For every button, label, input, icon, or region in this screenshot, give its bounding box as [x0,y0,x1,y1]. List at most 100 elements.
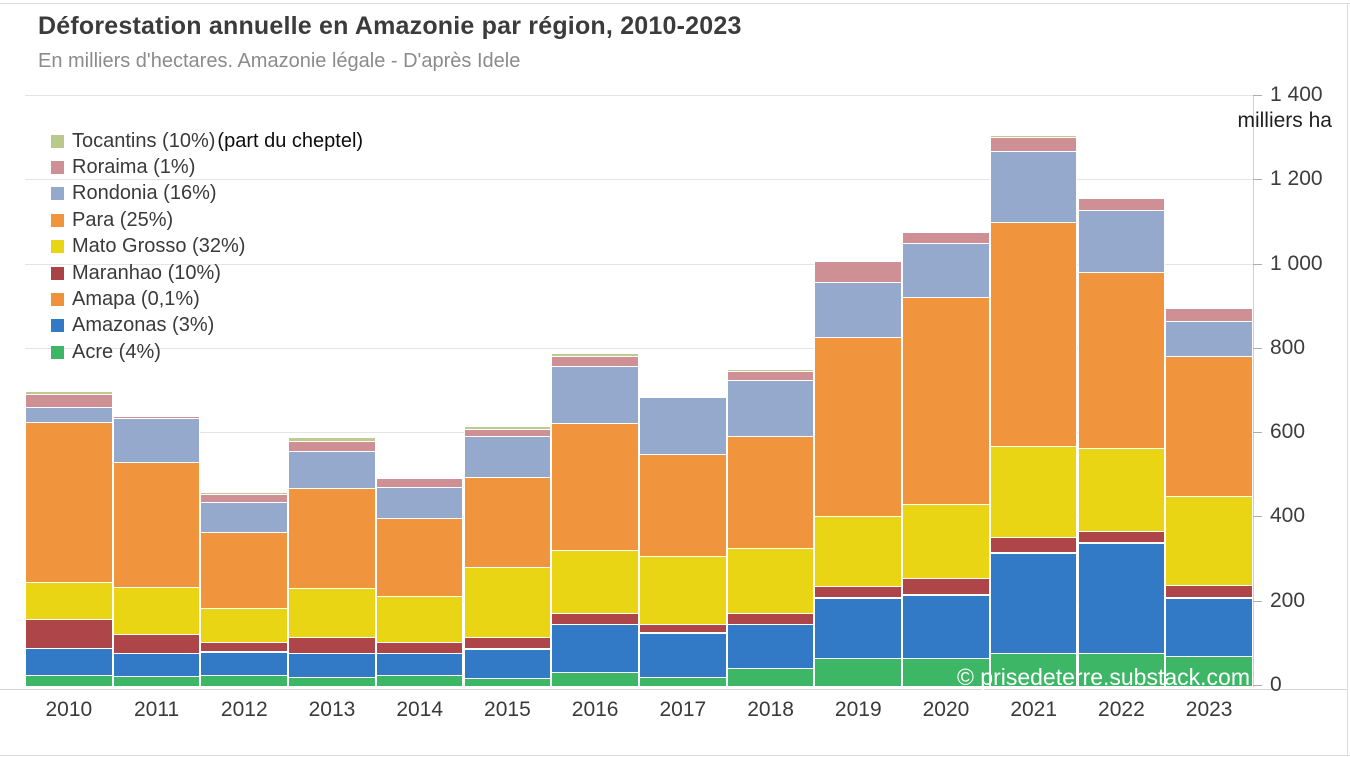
segment-para-2021 [989,221,1078,448]
segment-tocantins-2020 [902,231,990,234]
segment-mato-grosso-2015 [463,567,552,640]
segment-amazonas-2010 [25,647,113,677]
segment-tocantins-2014 [375,476,464,481]
y-tick-mark-800 [1253,347,1262,349]
segment-rondonia-2011 [112,417,201,464]
segment-para-2011 [112,461,201,590]
x-label-2019: 2019 [834,698,882,721]
y-tick-label-1400: 1 400 [1270,83,1323,106]
segment-amazonas-2019 [814,597,902,661]
y-tick-mark-1400 [1253,95,1262,96]
chart-right-border [1347,3,1348,756]
segment-roraima-2010 [25,394,113,409]
segment-mato-grosso-2022 [1077,447,1166,534]
legend-label: Para (25%) [72,208,174,231]
y-axis-unit-label: milliers ha [1237,109,1332,132]
bar-2016 [551,352,639,688]
segment-acre-2010 [25,674,113,688]
segment-rondonia-2016 [551,365,639,425]
segment-amazonas-2014 [375,652,464,677]
segment-amazonas-2017 [639,632,727,680]
segment-maranhao-2016 [551,613,639,626]
x-label-2022: 2022 [1098,698,1145,721]
bar-2018 [726,368,815,687]
x-label-2011: 2011 [133,698,180,721]
segment-amazonas-2016 [551,623,639,674]
segment-maranhao-2011 [112,634,201,655]
segment-rondonia-2019 [814,282,902,340]
segment-maranhao-2010 [25,619,113,650]
segment-tocantins-2018 [726,368,815,373]
x-label-2021: 2021 [1010,698,1058,721]
legend-item-roraima: Roraima (1%) [51,154,363,180]
x-axis-baseline [0,689,1347,690]
segment-amazonas-2013 [288,652,376,680]
legend-swatch-icon [51,187,64,201]
bar-2021 [989,134,1078,688]
segment-maranhao-2014 [375,642,464,655]
segment-acre-2019 [814,658,902,687]
bar-2010 [25,390,113,688]
x-label-2020: 2020 [922,698,970,721]
segment-amazonas-2020 [902,594,990,661]
x-label-2016: 2016 [571,698,619,721]
gridline-200 [25,600,1253,602]
segment-para-2020 [902,297,990,506]
legend-item-rondonia: Rondonia (16%) [51,181,363,207]
legend-annotation: (part du cheptel) [217,129,364,152]
segment-para-2019 [814,337,902,519]
segment-roraima-2014 [375,478,464,489]
segment-roraima-2020 [902,232,990,245]
bar-2017 [639,394,727,687]
y-tick-label-200: 200 [1270,588,1306,612]
segment-tocantins-2016 [551,352,639,358]
segment-acre-2012 [200,674,288,688]
segment-rondonia-2015 [463,435,552,479]
legend-label: Acre (4%) [72,340,161,363]
x-label-2017: 2017 [659,698,707,721]
segment-mato-grosso-2021 [989,445,1078,540]
segment-mato-grosso-2011 [112,587,201,637]
y-tick-label-800: 800 [1270,335,1306,359]
segment-maranhao-2017 [639,623,727,635]
chart-legend: Tocantins (10%) (part du cheptel) Roraima … [51,128,363,366]
legend-swatch-icon [51,240,64,254]
segment-amazonas-2012 [200,651,288,677]
chart-title: Déforestation annuelle en Amazonie par r… [38,12,742,40]
legend-swatch-icon [51,161,64,175]
segment-acre-2022 [1077,652,1166,688]
segment-para-2015 [463,476,552,570]
y-tick-label-400: 400 [1270,504,1306,528]
segment-para-2017 [639,453,727,559]
x-label-2013: 2013 [308,698,356,721]
segment-para-2018 [726,435,815,551]
segment-para-2023 [1165,356,1253,498]
segment-amazonas-2015 [463,648,552,680]
bar-2012 [200,492,288,688]
segment-acre-2023 [1165,655,1253,688]
segment-amazonas-2023 [1165,597,1253,658]
bar-2022 [1077,197,1166,688]
segment-mato-grosso-2012 [200,607,288,645]
bar-2023 [1165,307,1253,688]
y-tick-mark-1000 [1253,263,1262,265]
legend-item-acre: Acre (4%) [51,339,363,365]
gridline-600 [25,432,1253,434]
segment-roraima-2023 [1165,308,1253,324]
legend-label: Amazonas (3%) [72,314,215,337]
segment-mato-grosso-2013 [288,588,376,639]
bar-2015 [463,425,552,688]
gridline-1200 [25,179,1253,181]
x-label-2015: 2015 [484,698,531,721]
gridline-400 [25,516,1253,518]
segment-para-2010 [25,422,113,585]
x-label-2010: 2010 [45,698,93,721]
legend-label: Maranhao (10%) [72,261,221,284]
segment-para-2016 [551,422,639,553]
segment-mato-grosso-2020 [902,503,990,581]
segment-roraima-2017 [639,395,727,400]
segment-mato-grosso-2017 [639,556,727,626]
segment-maranhao-2022 [1077,531,1166,545]
legend-item-para: Para (25%) [51,207,363,233]
segment-tocantins-2010 [25,390,113,397]
